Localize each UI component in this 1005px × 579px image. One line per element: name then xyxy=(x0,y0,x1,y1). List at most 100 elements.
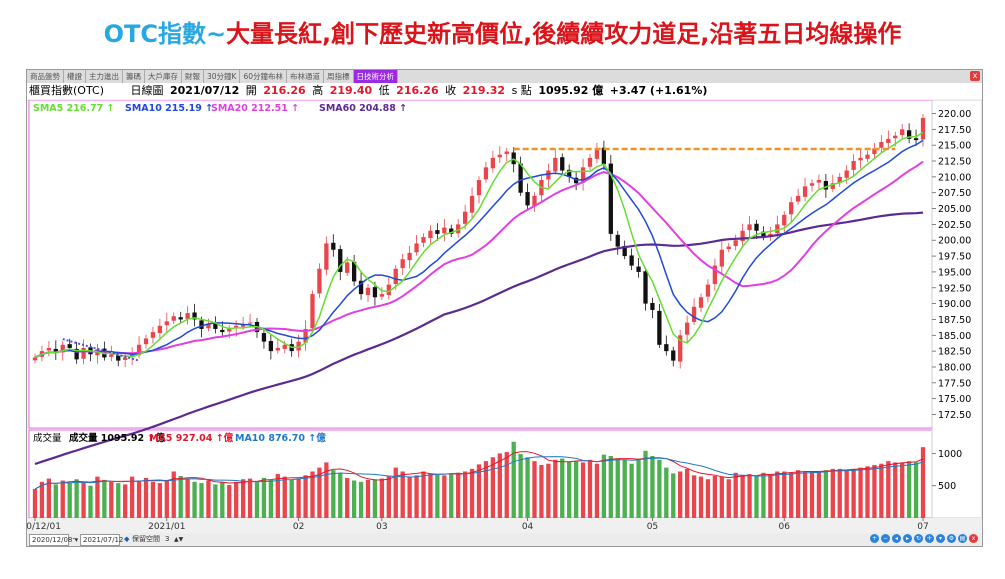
volume-bar-94 xyxy=(684,468,690,518)
candle-26 xyxy=(213,323,218,329)
volume-bar-107 xyxy=(775,471,780,518)
volume-bar-111 xyxy=(802,471,808,518)
candle-0 xyxy=(32,357,38,361)
crosshair-icon[interactable]: ✛ xyxy=(925,534,934,543)
volume-bar-63 xyxy=(469,468,475,518)
price-tick-label-12: 190.00 xyxy=(938,299,971,310)
unit-label: s 點 xyxy=(511,84,532,97)
tab-8[interactable]: 60分鐘布林 xyxy=(240,70,288,83)
headline-part-a: OTC指數~ xyxy=(103,20,227,48)
tab-7[interactable]: 30分鐘K xyxy=(204,70,241,83)
from-date: 2020/12/08 xyxy=(32,536,73,544)
candle-6 xyxy=(74,348,79,360)
volume-bar-62 xyxy=(462,471,468,518)
candle-84 xyxy=(615,234,620,247)
volume-bar-34 xyxy=(268,479,274,518)
candle-108 xyxy=(782,214,787,226)
price-legend-1: SMA10 215.19 ↑ xyxy=(125,103,213,114)
candle-127 xyxy=(913,138,919,141)
volume-bar-68 xyxy=(504,452,509,518)
volume-bar-7 xyxy=(81,481,86,518)
volume-ma10-line xyxy=(34,456,924,490)
volume-bar-81 xyxy=(594,463,600,518)
candlestick-chart[interactable]: 220.00 217.50 215.00 212.50 210.00 207.50 205.… xyxy=(27,100,982,533)
price-tick-label-19: 172.50 xyxy=(938,410,971,421)
volume-bar-65 xyxy=(483,461,489,518)
volume-bar-20 xyxy=(171,471,176,518)
refresh-icon[interactable]: ↻ xyxy=(914,534,923,543)
volume-bar-75 xyxy=(553,459,558,518)
low-label: 低 xyxy=(378,84,390,97)
candle-51 xyxy=(386,284,391,296)
volume-bar-25 xyxy=(206,480,211,518)
candle-118 xyxy=(851,161,856,170)
volume-bar-5 xyxy=(67,483,72,518)
tab-2[interactable]: 權證 xyxy=(64,70,86,83)
stepper-icon[interactable]: ▲▼ xyxy=(174,536,184,543)
candle-58 xyxy=(435,230,440,234)
volume-bar-82 xyxy=(601,454,607,518)
candle-107 xyxy=(775,224,780,234)
from-date-select[interactable]: 2020/12/08 ▾ xyxy=(29,534,78,546)
date-label-6: 06 xyxy=(779,522,791,532)
volume-bar-49 xyxy=(372,479,378,518)
settings-icon[interactable]: ⚙ xyxy=(947,534,956,543)
candle-68 xyxy=(504,151,509,155)
volume-bar-126 xyxy=(906,461,912,518)
date-label-3: 03 xyxy=(376,522,387,532)
candle-5 xyxy=(67,344,72,348)
volume-bar-90 xyxy=(657,459,662,518)
tab-6[interactable]: 財報 xyxy=(182,70,204,83)
volume-bar-69 xyxy=(511,441,516,518)
volume-bar-41 xyxy=(317,467,322,518)
volume-bar-26 xyxy=(213,484,218,518)
price-tick-label-2: 215.00 xyxy=(938,141,971,152)
candle-111 xyxy=(802,186,808,197)
instrument-name: 櫃買指數(OTC) xyxy=(29,84,104,97)
volume-bar-93 xyxy=(678,471,683,518)
tab-11[interactable]: 日技術分析 xyxy=(353,70,399,83)
left-icon[interactable]: ◂ xyxy=(892,534,901,543)
candle-82 xyxy=(601,147,607,165)
tab-3[interactable]: 主力進出 xyxy=(86,70,123,83)
volume-bar-0 xyxy=(32,488,38,518)
close-chart-icon[interactable]: x xyxy=(969,534,978,543)
tab-10[interactable]: 周指標 xyxy=(324,70,354,83)
volume-bar-85 xyxy=(622,459,627,518)
zoom-out-icon[interactable]: − xyxy=(881,534,890,543)
volume-bar-84 xyxy=(615,458,620,518)
volume-bar-16 xyxy=(143,477,149,518)
amount-value: 1095.92 億 xyxy=(538,84,604,97)
volume-bar-59 xyxy=(442,475,447,518)
candle-100 xyxy=(726,246,731,250)
volume-bar-76 xyxy=(560,458,565,518)
sma60-line xyxy=(34,211,924,466)
candle-41 xyxy=(317,268,322,294)
date-label-7: 07 xyxy=(917,522,928,532)
volume-bar-88 xyxy=(643,450,648,518)
right-icon[interactable]: ▸ xyxy=(903,534,912,543)
zoom-in-icon[interactable]: + xyxy=(870,534,879,543)
candle-113 xyxy=(816,180,822,183)
print-icon[interactable]: ▤ xyxy=(958,534,967,543)
volume-bar-77 xyxy=(567,461,572,518)
close-label: 收 xyxy=(445,84,457,97)
price-tick-label-1: 217.50 xyxy=(938,125,971,136)
candle-38 xyxy=(296,341,301,351)
candle-35 xyxy=(275,347,280,351)
to-date-select[interactable]: 2021/07/12 ▾ xyxy=(80,534,129,546)
volume-bar-97 xyxy=(705,479,711,518)
tab-1[interactable]: 商品盤勢 xyxy=(27,70,64,83)
candle-39 xyxy=(303,328,308,343)
candle-14 xyxy=(129,354,135,357)
volume-bar-55 xyxy=(414,475,419,518)
tab-4[interactable]: 籌碼 xyxy=(123,70,145,83)
tab-5[interactable]: 大戶庫存 xyxy=(145,70,182,83)
candle-83 xyxy=(608,163,613,234)
tab-9[interactable]: 布林通道 xyxy=(287,70,325,83)
close-icon[interactable]: x xyxy=(970,71,980,81)
down-icon[interactable]: ▾ xyxy=(936,534,945,543)
headline-part-b: 大量長紅,創下歷史新高價位,後續續攻力道足,沿著五日均線操作 xyxy=(226,20,902,48)
candle-76 xyxy=(560,157,565,171)
open-value: 216.26 xyxy=(263,84,306,97)
